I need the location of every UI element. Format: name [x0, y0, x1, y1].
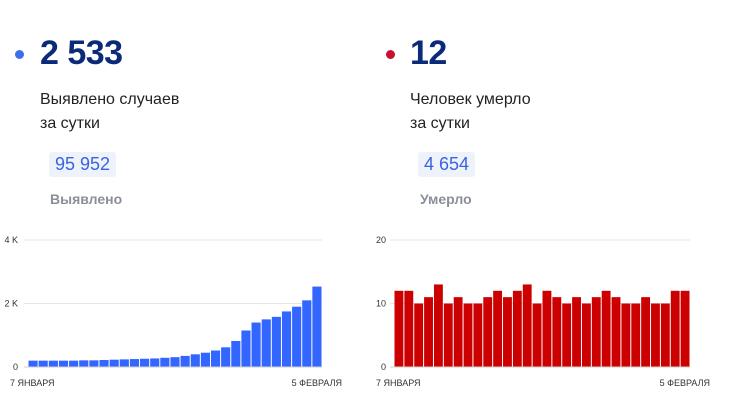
bar [651, 303, 660, 367]
bar [503, 297, 512, 367]
cases-description-line1: Выявлено случаев [40, 91, 180, 108]
cases-panel: 2 533 Выявлено случаев за сутки 95 952 В… [4, 34, 342, 388]
bar [581, 303, 591, 367]
y-tick-label: 10 [376, 299, 386, 309]
bar [414, 303, 424, 367]
bar [140, 358, 150, 367]
bar [601, 290, 611, 367]
bar [493, 290, 503, 367]
y-tick-label: 0 [381, 362, 386, 372]
bar [99, 360, 109, 367]
bar [210, 350, 221, 367]
bar [281, 311, 292, 367]
bar [129, 359, 140, 367]
bar [394, 290, 404, 367]
x-start-label: 7 ЯНВАРЯ [10, 378, 55, 388]
bar [424, 297, 433, 367]
bar [591, 297, 601, 367]
bar [532, 303, 542, 367]
cases-daily-value: 2 533 [40, 34, 123, 72]
bar [463, 303, 473, 367]
cases-total-value: 95 952 [49, 152, 117, 177]
bar [241, 330, 251, 367]
deaths-panel: 12 Человек умерло за сутки 4 654 Умерло … [368, 0, 736, 406]
bar [231, 340, 241, 367]
bar [522, 284, 532, 367]
bar [261, 319, 271, 368]
deaths-bar-chart: 0 10 20 7 ЯНВАРЯ 5 ФЕВРАЛЯ [376, 235, 710, 388]
cases-description-line2: за сутки [40, 115, 100, 132]
bar [251, 322, 261, 367]
bar [621, 303, 631, 367]
deaths-description-line1: Человек умерло [410, 91, 531, 108]
bar [38, 360, 48, 367]
x-start-label: 7 ЯНВАРЯ [376, 378, 421, 388]
bar [670, 290, 680, 367]
bar [572, 297, 581, 367]
bar [58, 360, 69, 367]
bar [660, 303, 670, 367]
bar [483, 297, 493, 367]
bar [562, 303, 572, 367]
bar [473, 303, 483, 367]
deaths-dot [386, 50, 395, 59]
bar [180, 355, 190, 367]
cases-dot [15, 50, 24, 59]
bar [119, 359, 129, 367]
cases-bar-chart: 0 2 K 4 K 7 ЯНВАРЯ 5 ФЕВРАЛЯ [4, 235, 342, 388]
bar [109, 359, 119, 367]
cases-total-label: Выявлено [50, 191, 123, 207]
deaths-total-value: 4 654 [418, 152, 476, 177]
bar [631, 303, 641, 367]
bar [443, 303, 453, 367]
bar [190, 354, 200, 367]
bar [150, 358, 160, 367]
bar [680, 290, 690, 367]
deaths-daily-value: 12 [410, 34, 447, 72]
y-tick-label: 20 [376, 235, 386, 245]
y-tick-label: 0 [13, 362, 18, 372]
bar [542, 290, 552, 367]
deaths-description-line2: за сутки [410, 115, 470, 132]
bar [79, 360, 89, 367]
bar [170, 357, 180, 367]
bar [200, 352, 210, 367]
bar [292, 306, 302, 367]
bar [302, 300, 312, 367]
bar [312, 286, 322, 367]
bar [404, 290, 414, 367]
bar [512, 290, 522, 367]
bar [221, 347, 231, 367]
y-tick-label: 4 K [4, 235, 18, 245]
bar [611, 297, 621, 367]
bar [28, 360, 38, 367]
deaths-total-label: Умерло [420, 191, 472, 207]
bar [552, 297, 562, 367]
bar [453, 297, 463, 367]
bar [271, 316, 281, 367]
bar [641, 297, 651, 367]
bar [48, 360, 58, 367]
bar [69, 360, 79, 367]
bar [89, 360, 99, 367]
x-end-label: 5 ФЕВРАЛЯ [660, 378, 710, 388]
x-end-label: 5 ФЕВРАЛЯ [292, 378, 342, 388]
bar [160, 357, 170, 367]
y-tick-label: 2 K [4, 299, 18, 309]
bar [433, 284, 443, 367]
